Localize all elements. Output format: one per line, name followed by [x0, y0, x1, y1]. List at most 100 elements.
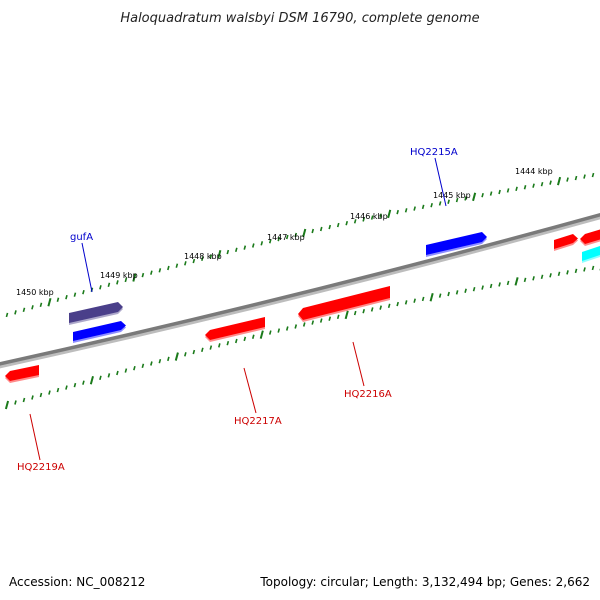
- minor-tick: [328, 224, 332, 230]
- gene-label-leaders: [29, 157, 447, 461]
- accession-text: Accession: NC_008212: [9, 575, 145, 589]
- minor-tick: [464, 196, 467, 201]
- major-tick: [429, 293, 434, 302]
- minor-tick: [82, 380, 85, 385]
- minor-tick: [353, 310, 357, 316]
- minor-tick: [447, 291, 450, 297]
- major-tick: [47, 297, 52, 307]
- minor-tick: [481, 192, 484, 198]
- minor-tick: [379, 305, 382, 310]
- minor-tick: [39, 302, 43, 307]
- gene-hq2216a[interactable]: [298, 286, 390, 322]
- minor-tick: [277, 236, 281, 242]
- minor-tick: [311, 320, 315, 325]
- minor-tick: [353, 219, 357, 224]
- gene-edge-rna-body: [582, 246, 600, 261]
- minor-tick: [218, 343, 221, 348]
- gene-labels: HQ2215A gufA HQ2216A HQ2217A HQ2219A: [17, 147, 458, 473]
- minor-tick: [506, 280, 510, 286]
- minor-tick: [73, 292, 77, 297]
- gene-edge-right-a[interactable]: [554, 234, 578, 251]
- minor-tick: [209, 254, 213, 259]
- minor-tick: [413, 206, 416, 211]
- scale-label-1448: 1448 kbp: [184, 252, 222, 261]
- minor-tick: [549, 180, 552, 185]
- minor-tick: [302, 322, 306, 327]
- gene-hq2217a[interactable]: [205, 317, 265, 342]
- topology-text: Topology: circular; Length: 3,132,494 bp…: [259, 575, 590, 589]
- minor-tick: [345, 220, 349, 226]
- minor-tick: [116, 370, 119, 376]
- minor-tick: [167, 356, 170, 362]
- minor-tick: [489, 283, 493, 289]
- minor-tick: [396, 209, 399, 215]
- minor-tick: [251, 334, 255, 339]
- minor-tick: [557, 271, 561, 277]
- minor-tick: [65, 295, 68, 300]
- minor-tick: [591, 265, 595, 271]
- gene-label-hq2217a[interactable]: HQ2217A: [234, 416, 282, 427]
- gene-edge-right-b[interactable]: [580, 228, 600, 246]
- minor-tick: [260, 241, 264, 246]
- minor-tick: [167, 265, 170, 271]
- minor-tick: [404, 208, 408, 213]
- minor-tick: [566, 270, 569, 275]
- minor-tick: [566, 177, 569, 182]
- minor-tick: [455, 197, 459, 203]
- gene-label-hq2216a[interactable]: HQ2216A: [344, 389, 392, 400]
- gene-hq2215a[interactable]: [426, 232, 487, 257]
- gene-edge-right-a-body: [554, 234, 578, 249]
- minor-tick: [574, 175, 578, 181]
- gene-edge-right-b-body: [580, 229, 600, 244]
- minor-tick: [201, 256, 204, 261]
- minor-tick: [498, 282, 501, 287]
- minor-tick: [14, 310, 17, 315]
- leader-hq2216a: [352, 341, 365, 387]
- minor-tick: [583, 267, 586, 272]
- minor-tick: [150, 361, 153, 366]
- minor-tick: [277, 328, 281, 333]
- minor-tick: [430, 202, 433, 208]
- major-tick: [472, 192, 477, 202]
- gene-edge-rna[interactable]: [582, 246, 600, 263]
- minor-tick: [56, 297, 60, 302]
- gene-forward-small[interactable]: [73, 321, 126, 343]
- minor-tick: [294, 232, 298, 238]
- major-tick: [89, 375, 94, 385]
- minor-tick: [583, 174, 586, 179]
- major-tick: [387, 209, 392, 219]
- gene-gufa[interactable]: [69, 302, 123, 325]
- scale-labels: 1444 kbp 1445 kbp 1446 kbp 1447 kbp 1448…: [16, 167, 553, 297]
- minor-tick: [523, 277, 527, 283]
- gene-label-hq2219a[interactable]: HQ2219A: [17, 462, 65, 473]
- minor-tick: [370, 215, 374, 220]
- gene-label-gufa[interactable]: gufA: [70, 232, 93, 243]
- minor-tick: [184, 261, 187, 266]
- minor-tick: [234, 247, 238, 253]
- gene-hq2219a[interactable]: [5, 365, 39, 383]
- inner-tick-ring: [4, 265, 600, 410]
- minor-tick: [158, 268, 162, 273]
- minor-tick: [506, 188, 510, 193]
- minor-tick: [234, 338, 238, 344]
- minor-tick: [515, 186, 518, 192]
- minor-tick: [464, 288, 467, 293]
- minor-tick: [150, 270, 153, 275]
- minor-tick: [421, 296, 425, 302]
- gene-label-hq2215a[interactable]: HQ2215A: [410, 147, 458, 158]
- scale-label-1450: 1450 kbp: [16, 288, 54, 297]
- minor-tick: [311, 228, 315, 234]
- minor-tick: [116, 280, 119, 285]
- major-tick: [217, 249, 222, 259]
- minor-tick: [22, 307, 26, 313]
- minor-tick: [294, 324, 298, 329]
- minor-tick: [73, 382, 77, 388]
- minor-tick: [65, 385, 68, 390]
- minor-tick: [379, 213, 382, 218]
- minor-tick: [56, 387, 60, 393]
- major-tick: [302, 228, 307, 238]
- leader-hq2219a: [29, 413, 41, 461]
- minor-tick: [438, 293, 442, 298]
